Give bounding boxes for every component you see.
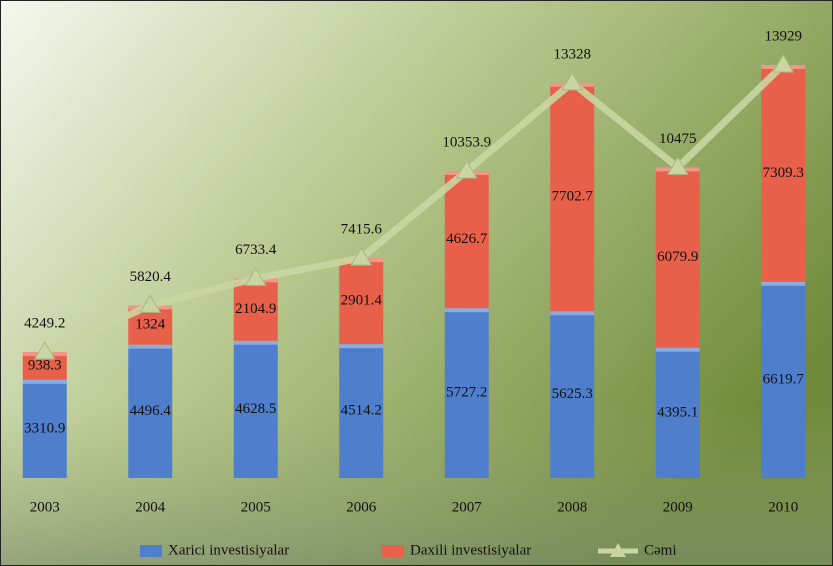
bar — [550, 311, 595, 478]
data-label: 4395.1 — [657, 404, 698, 420]
marker — [244, 267, 267, 286]
data-label: 13328 — [554, 46, 592, 62]
bar-highlight — [550, 311, 595, 316]
bar-highlight — [339, 344, 384, 349]
data-label: 7702.7 — [552, 188, 594, 204]
legend-swatch — [140, 545, 162, 557]
bar — [339, 344, 384, 478]
bar — [339, 258, 384, 345]
data-label: 6733.4 — [235, 242, 277, 258]
bar — [655, 167, 700, 348]
data-label: 6619.7 — [763, 371, 805, 387]
bar — [444, 308, 489, 478]
data-label: 7415.6 — [341, 222, 383, 238]
data-label: 10353.9 — [442, 134, 491, 150]
data-label: 2901.4 — [341, 293, 383, 309]
data-label: 5727.2 — [446, 385, 487, 401]
data-label: 4626.7 — [446, 231, 488, 247]
data-label: 10475 — [659, 131, 697, 147]
bar-highlight — [128, 344, 173, 349]
bar — [655, 347, 700, 478]
legend-label: Cəmi — [644, 542, 677, 558]
data-label: 4628.5 — [235, 401, 276, 417]
marker — [350, 247, 373, 266]
marker — [139, 294, 162, 313]
x-tick-label: 2006 — [346, 499, 377, 515]
x-tick-label: 2007 — [452, 499, 483, 515]
legend-label: Xarici investisiyalar — [168, 542, 289, 558]
bar — [550, 82, 595, 312]
x-tick-label: 2005 — [241, 499, 271, 515]
bar-highlight — [444, 308, 489, 313]
data-label: 7309.3 — [763, 165, 804, 181]
bar — [128, 344, 173, 478]
data-label: 13929 — [765, 28, 803, 44]
background-photo — [1, 400, 832, 565]
x-tick-label: 2009 — [663, 499, 693, 515]
data-label: 2104.9 — [235, 301, 276, 317]
x-tick-label: 2003 — [30, 499, 60, 515]
bar-highlight — [655, 347, 700, 352]
bar-highlight — [22, 379, 67, 384]
data-label: 4249.2 — [24, 315, 65, 331]
data-label: 4514.2 — [341, 403, 382, 419]
legend-label: Daxili investisiyalar — [410, 542, 531, 558]
line — [43, 62, 786, 356]
bar-highlight — [761, 281, 806, 286]
legend-swatch — [382, 545, 404, 557]
bar — [22, 379, 67, 478]
x-tick-label: 2010 — [768, 499, 798, 515]
x-tick-label: 2004 — [135, 499, 166, 515]
x-tick-label: 2008 — [557, 499, 587, 515]
data-label: 5820.4 — [130, 269, 172, 285]
bar — [761, 65, 806, 282]
marker — [561, 71, 584, 91]
data-label: 5625.3 — [552, 386, 593, 402]
data-label: 3310.9 — [24, 420, 65, 436]
legend-swatch — [610, 543, 626, 557]
marker — [33, 341, 56, 360]
bar — [761, 281, 806, 478]
bar-highlight — [233, 340, 278, 345]
bar — [233, 278, 278, 341]
data-label: 1324 — [135, 316, 166, 332]
marker — [772, 54, 795, 73]
bar — [444, 171, 489, 309]
bar — [233, 340, 278, 478]
data-label: 938.3 — [28, 357, 62, 373]
data-label: 6079.9 — [657, 249, 698, 265]
data-label: 4496.4 — [130, 403, 172, 419]
marker — [455, 160, 478, 179]
marker — [666, 156, 689, 175]
